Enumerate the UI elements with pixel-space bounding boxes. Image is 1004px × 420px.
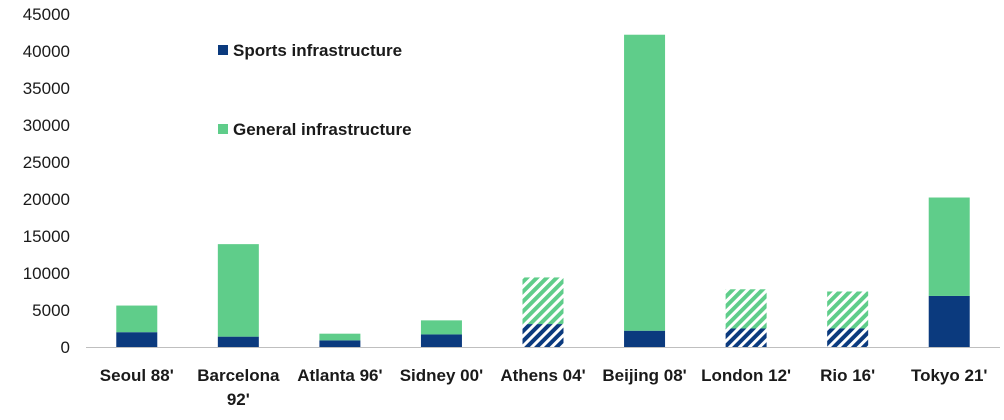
bar-general-infrastructure xyxy=(116,305,158,333)
bars xyxy=(116,34,970,347)
y-tick-label: 40000 xyxy=(23,42,70,61)
y-tick-label: 20000 xyxy=(23,190,70,209)
legend: Sports infrastructure General infrastruct… xyxy=(218,41,412,139)
legend-label-general: General infrastructure xyxy=(233,120,412,139)
bar-sports-infrastructure xyxy=(420,334,462,347)
x-category-label-line: Seoul 88' xyxy=(100,366,174,385)
bar-sports-infrastructure xyxy=(725,328,767,347)
bar-sports-infrastructure xyxy=(928,295,970,347)
bar-general-infrastructure xyxy=(725,289,767,329)
bar-sports-infrastructure xyxy=(116,332,158,347)
legend-swatch-general xyxy=(218,124,228,134)
y-tick-label: 0 xyxy=(61,338,70,357)
bar-general-infrastructure xyxy=(522,277,564,325)
bar-general-infrastructure xyxy=(217,244,259,337)
x-category-label-line: Beijing 08' xyxy=(602,366,686,385)
x-category-label-line: Rio 16' xyxy=(820,366,875,385)
x-category-label: Tokyo 21' xyxy=(911,366,987,385)
x-category-label-line: Atlanta 96' xyxy=(297,366,382,385)
x-category-label-line: 92' xyxy=(227,390,250,409)
bar-general-infrastructure xyxy=(319,333,361,341)
bar-sports-infrastructure xyxy=(624,330,666,347)
x-category-label: Beijing 08' xyxy=(602,366,686,385)
y-tick-label: 25000 xyxy=(23,153,70,172)
bar-sports-infrastructure xyxy=(827,328,869,347)
bar-sports-infrastructure xyxy=(522,324,564,347)
y-tick-label: 30000 xyxy=(23,116,70,135)
x-category-label: Sidney 00' xyxy=(400,366,483,385)
x-category-label-line: London 12' xyxy=(701,366,791,385)
x-category-label: London 12' xyxy=(701,366,791,385)
y-tick-label: 5000 xyxy=(32,301,70,320)
x-category-label: Seoul 88' xyxy=(100,366,174,385)
x-category-label: Athens 04' xyxy=(500,366,585,385)
bar-general-infrastructure xyxy=(827,291,869,329)
x-category-label: Barcelona 92' xyxy=(197,366,280,409)
x-category-label-line: Athens 04' xyxy=(500,366,585,385)
legend-label-sports: Sports infrastructure xyxy=(233,41,402,60)
legend-swatch-sports xyxy=(218,45,228,55)
y-tick-label: 35000 xyxy=(23,79,70,98)
bar-sports-infrastructure xyxy=(319,340,361,347)
x-category-label-line: Tokyo 21' xyxy=(911,366,987,385)
y-tick-label: 10000 xyxy=(23,264,70,283)
y-tick-label: 45000 xyxy=(23,5,70,24)
y-tick-label: 15000 xyxy=(23,227,70,246)
x-category-label-line: Sidney 00' xyxy=(400,366,483,385)
x-category-label: Rio 16' xyxy=(820,366,875,385)
bar-general-infrastructure xyxy=(928,197,970,296)
bar-general-infrastructure xyxy=(624,34,666,331)
x-axis: Seoul 88' Barcelona 92' Atlanta 96' Sidney 0… xyxy=(86,347,1000,409)
bar-sports-infrastructure xyxy=(217,336,259,347)
x-category-label-line: Barcelona xyxy=(197,366,280,385)
y-axis: 0 5000 10000 15000 20000 25000 30000 35000 40000… xyxy=(23,5,70,357)
bar-general-infrastructure xyxy=(420,320,462,335)
x-category-label: Atlanta 96' xyxy=(297,366,382,385)
